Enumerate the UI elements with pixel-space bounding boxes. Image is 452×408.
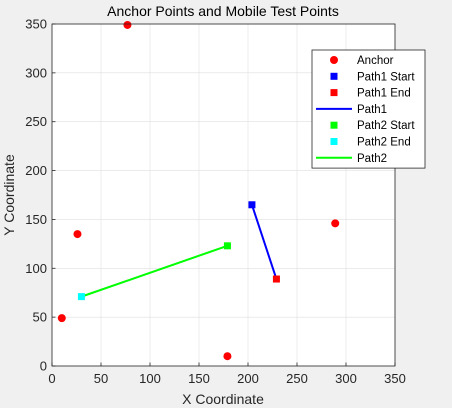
legend-path2-label: Path2 xyxy=(357,153,387,165)
legend-path1-start-swatch xyxy=(330,72,338,80)
path1-start-point xyxy=(248,201,256,209)
x-tick-label: 200 xyxy=(237,371,259,386)
y-tick-label: 250 xyxy=(25,114,47,129)
y-tick-label: 100 xyxy=(25,261,47,276)
y-tick-label: 350 xyxy=(25,17,47,32)
legend-path1-end-swatch xyxy=(330,89,338,97)
legend-path2-start-label: Path2 Start xyxy=(357,120,415,132)
plot-frame xyxy=(51,23,396,367)
legend-anchor-swatch xyxy=(330,56,338,64)
legend-path1-start-label: Path1 Start xyxy=(357,71,415,83)
series-markers xyxy=(57,20,340,361)
y-tick-label: 300 xyxy=(25,65,47,80)
legend-path2-end-swatch xyxy=(330,138,338,145)
legend: Anchor Path1 Start Path1 End Path1 Path2 Sta… xyxy=(311,49,426,169)
path2-end-point xyxy=(77,293,85,301)
anchor-point xyxy=(223,352,232,361)
anchor-point xyxy=(57,314,66,323)
x-axis-ticks: 0 50 100 150 200 250 300 350 xyxy=(48,362,406,386)
chart-title: Anchor Points and Mobile Test Points xyxy=(107,3,339,19)
y-axis-label: Y Coordinate xyxy=(1,154,17,236)
x-tick-label: 50 xyxy=(94,371,108,386)
y-tick-label: 0 xyxy=(40,359,47,374)
legend-path1-label: Path1 xyxy=(357,104,387,116)
path2-line xyxy=(81,244,228,298)
x-tick-label: 150 xyxy=(188,371,210,386)
anchor-point xyxy=(123,20,132,29)
path1-end-point xyxy=(272,275,280,283)
legend-anchor-label: Anchor xyxy=(357,55,394,67)
y-axis-ticks: 0 50 100 150 200 250 300 350 xyxy=(25,17,56,374)
legend-path2-start-swatch xyxy=(330,121,338,129)
y-tick-label: 150 xyxy=(25,212,47,227)
x-axis-label: X Coordinate xyxy=(182,391,264,407)
anchor-point xyxy=(331,219,340,228)
path2-start-point xyxy=(223,242,231,250)
x-tick-label: 250 xyxy=(286,371,308,386)
y-tick-label: 200 xyxy=(25,163,47,178)
y-tick-label: 50 xyxy=(33,310,47,325)
x-tick-label: 350 xyxy=(384,371,406,386)
x-tick-label: 0 xyxy=(48,371,55,386)
legend-path2-end-label: Path2 End xyxy=(357,137,411,149)
x-tick-label: 300 xyxy=(335,371,357,386)
anchor-point xyxy=(73,230,82,239)
x-tick-label: 100 xyxy=(139,371,161,386)
legend-path1-end-label: Path1 End xyxy=(357,88,411,100)
series-lines xyxy=(81,204,278,298)
path1-line xyxy=(250,204,278,280)
